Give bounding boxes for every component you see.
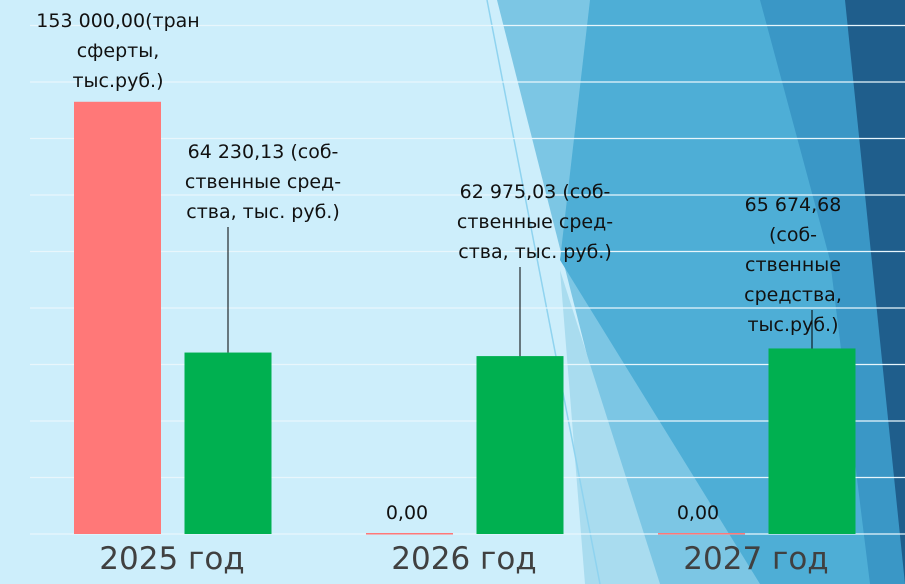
bar bbox=[476, 356, 564, 534]
x-tick-label: 2027 год bbox=[683, 541, 829, 577]
x-tick-label: 2026 год bbox=[391, 541, 537, 577]
data-label: 0,00 bbox=[385, 502, 429, 524]
bar bbox=[74, 101, 161, 535]
decor bbox=[845, 0, 905, 584]
data-label: 0,00 bbox=[676, 502, 720, 524]
bar bbox=[366, 533, 453, 535]
x-tick-label: 2025 год bbox=[99, 541, 245, 577]
data-label: 153 000,00(тран сферты, тыс.руб.) bbox=[36, 10, 200, 92]
bar bbox=[184, 352, 272, 534]
bar bbox=[768, 348, 856, 534]
decor bbox=[486, 0, 601, 584]
data-label: 65 674,68 (соб- ственные средства, тыс.р… bbox=[744, 194, 842, 336]
bar bbox=[658, 533, 745, 535]
data-label: 62 975,03 (соб- ственные сред- ства, тыс… bbox=[456, 181, 614, 263]
data-label: 64 230,13 (соб- ственные сред- ства, тыс… bbox=[184, 141, 342, 223]
